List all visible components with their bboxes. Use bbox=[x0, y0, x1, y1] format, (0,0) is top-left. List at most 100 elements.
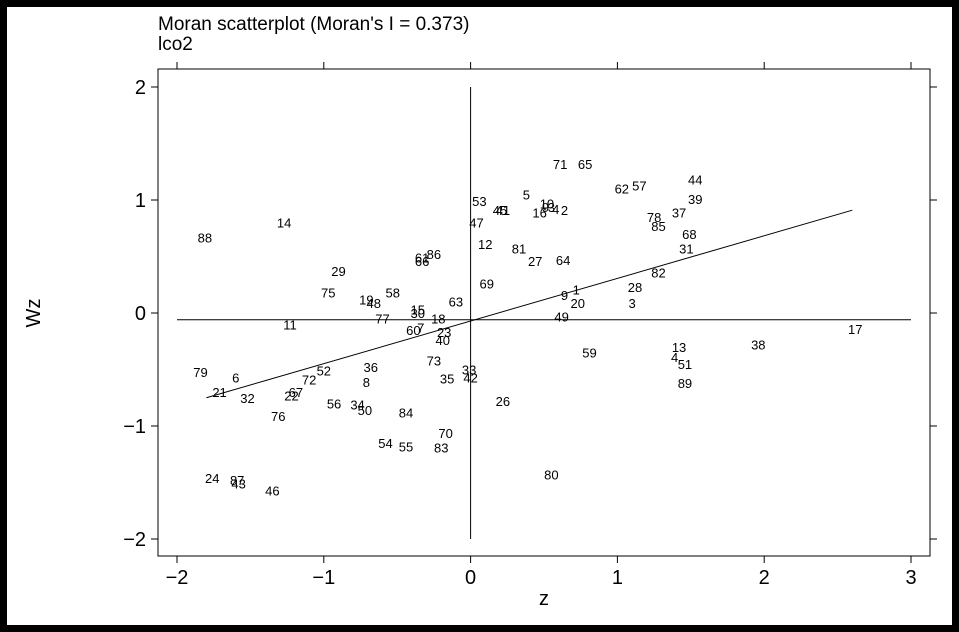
plot-area bbox=[157, 68, 931, 557]
regression-line bbox=[206, 209, 853, 399]
point-label: 35 bbox=[440, 372, 454, 387]
y-tick-label: −2 bbox=[123, 529, 146, 551]
point-label: 82 bbox=[651, 265, 665, 280]
point-label: 80 bbox=[544, 468, 558, 483]
point-label: 32 bbox=[240, 391, 254, 406]
point-label: 45 bbox=[493, 203, 507, 218]
point-label: 9 bbox=[542, 200, 549, 215]
point-label: 89 bbox=[678, 376, 692, 391]
point-label: 65 bbox=[578, 157, 592, 172]
y-tick-label: 1 bbox=[135, 190, 146, 212]
y-tick-label: −1 bbox=[123, 416, 146, 438]
point-label: 58 bbox=[386, 286, 400, 301]
point-label: 48 bbox=[366, 296, 380, 311]
point-label: 72 bbox=[302, 373, 316, 388]
point-label: 28 bbox=[628, 280, 642, 295]
point-label: 29 bbox=[331, 264, 345, 279]
point-label: 9 bbox=[561, 288, 568, 303]
point-label: 5 bbox=[523, 187, 530, 202]
point-label: 30 bbox=[411, 306, 425, 321]
y-tick-label: 0 bbox=[135, 303, 146, 325]
chart-title: Moran scatterplot (Moran's I = 0.373) bbox=[158, 14, 469, 35]
point-label: 85 bbox=[651, 219, 665, 234]
point-label: 15 bbox=[411, 303, 425, 318]
point-label: 43 bbox=[231, 477, 245, 492]
point-label: 61 bbox=[415, 251, 429, 266]
point-label: 52 bbox=[317, 364, 331, 379]
point-label: 84 bbox=[399, 405, 413, 420]
point-label: 41 bbox=[496, 203, 510, 218]
point-label: 49 bbox=[554, 309, 568, 324]
x-tick-label: −1 bbox=[312, 567, 335, 589]
x-axis-label: z bbox=[539, 588, 549, 610]
point-label: 59 bbox=[582, 346, 596, 361]
point-label: 27 bbox=[528, 254, 542, 269]
point-label: 54 bbox=[378, 436, 392, 451]
x-tick-label: −2 bbox=[166, 567, 189, 589]
reference-lines bbox=[177, 87, 911, 539]
point-label: 34 bbox=[350, 398, 364, 413]
point-label: 66 bbox=[415, 254, 429, 269]
point-label: 36 bbox=[364, 360, 378, 375]
point-label: 78 bbox=[647, 210, 661, 225]
point-label: 44 bbox=[688, 173, 702, 188]
point-label: 3 bbox=[548, 200, 555, 215]
point-label: 16 bbox=[532, 205, 546, 220]
point-label: 69 bbox=[480, 277, 494, 292]
point-label: 81 bbox=[512, 242, 526, 257]
point-label: 11 bbox=[283, 317, 297, 332]
point-label: 47 bbox=[469, 216, 483, 231]
point-label: 7 bbox=[417, 321, 424, 336]
point-label: 14 bbox=[277, 216, 291, 231]
point-label: 88 bbox=[198, 230, 212, 245]
point-label: 18 bbox=[431, 312, 445, 327]
y-tick-label: 2 bbox=[135, 77, 146, 99]
x-tick-label: 2 bbox=[759, 567, 770, 589]
x-tick-label: 1 bbox=[612, 567, 623, 589]
point-label: 22 bbox=[284, 388, 298, 403]
point-label: 87 bbox=[230, 473, 244, 488]
point-label: 13 bbox=[672, 340, 686, 355]
point-label: 4 bbox=[671, 350, 678, 365]
chart-subtitle: lco2 bbox=[158, 34, 193, 55]
point-label: 68 bbox=[682, 227, 696, 242]
point-label: 1 bbox=[573, 282, 580, 297]
point-label: 71 bbox=[553, 157, 567, 172]
point-label: 39 bbox=[688, 192, 702, 207]
point-label: 12 bbox=[478, 237, 492, 252]
point-label: 10 bbox=[540, 196, 554, 211]
point-label: 64 bbox=[556, 253, 570, 268]
point-label: 37 bbox=[672, 205, 686, 220]
point-label: 67 bbox=[289, 385, 303, 400]
point-label: 21 bbox=[212, 385, 226, 400]
point-label: 63 bbox=[449, 295, 463, 310]
point-label: 2 bbox=[561, 203, 568, 218]
point-label: 53 bbox=[472, 194, 486, 209]
point-label: 75 bbox=[321, 286, 335, 301]
point-label: 77 bbox=[375, 312, 389, 327]
point-label: 55 bbox=[399, 439, 413, 454]
point-label: 60 bbox=[406, 323, 420, 338]
point-label: 23 bbox=[437, 325, 451, 340]
point-label: 57 bbox=[632, 178, 646, 193]
point-label: 26 bbox=[496, 394, 510, 409]
point-label: 70 bbox=[438, 426, 452, 441]
point-label: 20 bbox=[571, 296, 585, 311]
point-label: 73 bbox=[427, 353, 441, 368]
point-label: 8 bbox=[363, 375, 370, 390]
point-label: 33 bbox=[462, 363, 476, 378]
point-label: 42 bbox=[463, 370, 477, 385]
point-label: 50 bbox=[358, 403, 372, 418]
point-label: 3 bbox=[628, 296, 635, 311]
x-tick-label: 3 bbox=[905, 567, 916, 589]
y-axis-label: Wz bbox=[23, 299, 45, 328]
point-label: 19 bbox=[359, 292, 373, 307]
point-label: 86 bbox=[427, 247, 441, 262]
point-label: 46 bbox=[265, 483, 279, 498]
point-label: 56 bbox=[327, 396, 341, 411]
point-label: 17 bbox=[848, 322, 862, 337]
point-label: 76 bbox=[271, 409, 285, 424]
